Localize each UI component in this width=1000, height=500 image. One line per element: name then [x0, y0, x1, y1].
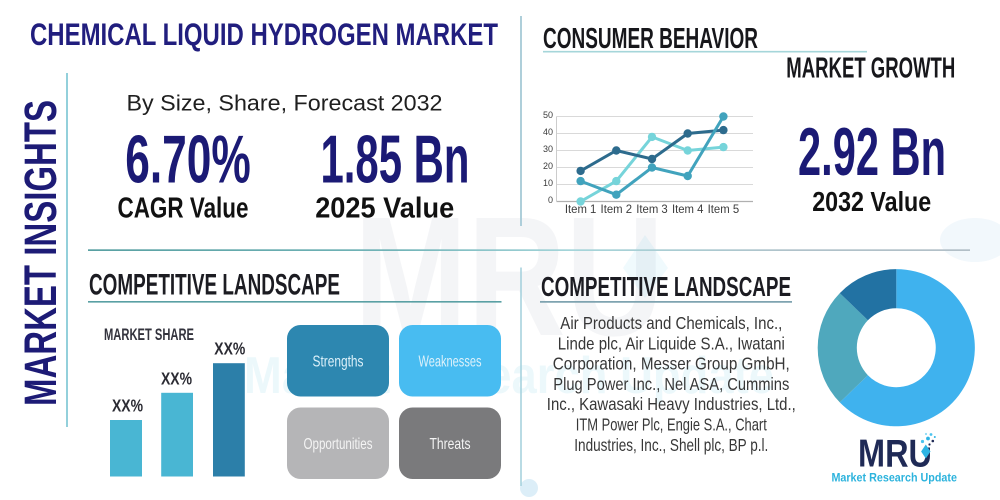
svg-text:MARKET SHARE: MARKET SHARE	[104, 326, 194, 344]
svg-text:Threats: Threats	[430, 436, 471, 453]
svg-text:Inc., Kawasaki Heavy Industrie: Inc., Kawasaki Heavy Industries, Ltd.,	[547, 394, 796, 414]
svg-text:20: 20	[543, 161, 553, 171]
svg-text:MARKET GROWTH: MARKET GROWTH	[786, 52, 955, 84]
svg-text:Corporation, Messer Group GmbH: Corporation, Messer Group GmbH,	[553, 354, 790, 374]
svg-text:CAGR Value: CAGR Value	[118, 193, 249, 225]
svg-text:COMPETITIVE LANDSCAPE: COMPETITIVE LANDSCAPE	[541, 271, 791, 302]
svg-text:Industries, Inc., Shell plc, B: Industries, Inc., Shell plc, BP p.l.	[574, 435, 768, 455]
svg-text:By Size, Share, Forecast 2032: By Size, Share, Forecast 2032	[127, 91, 443, 116]
svg-text:XX%: XX%	[112, 396, 143, 416]
svg-text:Item 1: Item 1	[565, 204, 597, 216]
svg-text:COMPETITIVE LANDSCAPE: COMPETITIVE LANDSCAPE	[89, 269, 340, 302]
svg-text:CONSUMER BEHAVIOR: CONSUMER BEHAVIOR	[543, 23, 758, 55]
svg-text:Item 5: Item 5	[708, 204, 740, 216]
svg-text:Air Products and Chemicals, In: Air Products and Chemicals, Inc.,	[560, 313, 782, 333]
svg-text:6.70%: 6.70%	[125, 123, 251, 198]
svg-text:2025 Value: 2025 Value	[315, 193, 454, 225]
svg-text:Plug Power Inc., Nel ASA, Cumm: Plug Power Inc., Nel ASA, Cummins	[553, 374, 789, 394]
svg-text:1.85 Bn: 1.85 Bn	[321, 123, 470, 198]
svg-text:10: 10	[543, 178, 553, 188]
svg-text:40: 40	[543, 127, 553, 137]
svg-text:Market Research Update: Market Research Update	[831, 471, 957, 485]
svg-text:ITM Power Plc, Engie S.A., Cha: ITM Power Plc, Engie S.A., Chart	[576, 415, 767, 435]
svg-text:2.92 Bn: 2.92 Bn	[798, 115, 946, 190]
svg-text:50: 50	[543, 110, 553, 120]
svg-text:Strengths: Strengths	[313, 354, 364, 371]
svg-text:Item 4: Item 4	[672, 204, 704, 216]
svg-text:Weaknesses: Weaknesses	[419, 354, 482, 371]
svg-text:CHEMICAL LIQUID HYDROGEN MARKE: CHEMICAL LIQUID HYDROGEN MARKET	[30, 17, 498, 52]
svg-text:MARKET INSIGHTS: MARKET INSIGHTS	[15, 100, 66, 406]
svg-text:0: 0	[548, 195, 553, 205]
svg-text:Linde plc, Air Liquide S.A., I: Linde plc, Air Liquide S.A., Iwatani	[558, 333, 785, 353]
svg-text:30: 30	[543, 144, 553, 154]
svg-text:Opportunities: Opportunities	[304, 436, 373, 453]
svg-text:XX%: XX%	[161, 368, 192, 388]
svg-text:Item 3: Item 3	[636, 204, 668, 216]
svg-text:Item 2: Item 2	[601, 204, 633, 216]
svg-text:2032 Value: 2032 Value	[812, 186, 931, 217]
svg-text:XX%: XX%	[214, 339, 245, 359]
